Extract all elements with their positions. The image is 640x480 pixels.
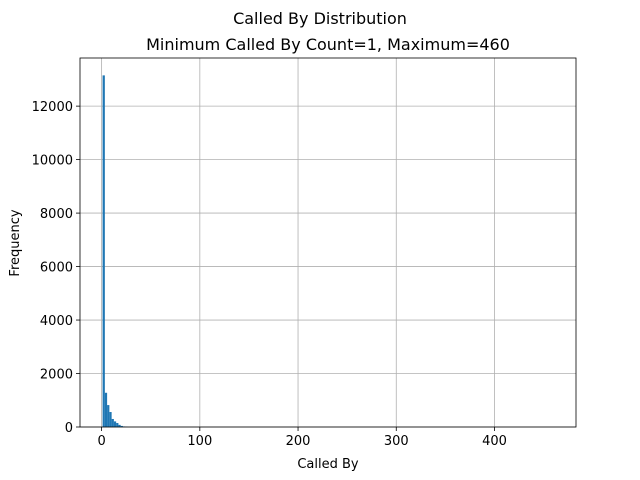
histogram-bar bbox=[118, 424, 121, 427]
y-axis-label: Frequency bbox=[8, 209, 23, 276]
y-tick-label: 12000 bbox=[32, 100, 73, 115]
y-tick-label: 6000 bbox=[40, 261, 73, 276]
chart-title: Called By Distribution bbox=[233, 9, 407, 28]
histogram-bar bbox=[102, 75, 105, 427]
plot-area-frame bbox=[79, 57, 577, 428]
histogram-bar bbox=[107, 405, 110, 427]
histogram-bar bbox=[116, 422, 119, 427]
chart-subtitle: Minimum Called By Count=1, Maximum=460 bbox=[146, 35, 510, 54]
y-tick-label: 4000 bbox=[40, 314, 73, 329]
x-tick-label: 200 bbox=[286, 434, 311, 449]
histogram-bar bbox=[109, 412, 112, 427]
histogram-bar bbox=[113, 421, 117, 427]
x-tick-label: 100 bbox=[187, 434, 212, 449]
histogram-bars bbox=[102, 75, 128, 427]
histogram-bar bbox=[104, 392, 108, 427]
histogram-bar bbox=[111, 418, 114, 427]
y-tick-label: 0 bbox=[65, 421, 73, 436]
x-tick-label: 0 bbox=[97, 434, 105, 449]
y-tick-label: 10000 bbox=[32, 154, 73, 169]
x-axis-label: Called By bbox=[297, 457, 359, 472]
histogram-bar bbox=[120, 425, 123, 427]
y-tick-label: 8000 bbox=[40, 207, 73, 222]
y-tick-label: 2000 bbox=[40, 368, 73, 383]
grid-lines bbox=[80, 58, 576, 428]
x-tick-label: 300 bbox=[384, 434, 409, 449]
x-tick-label: 400 bbox=[482, 434, 507, 449]
